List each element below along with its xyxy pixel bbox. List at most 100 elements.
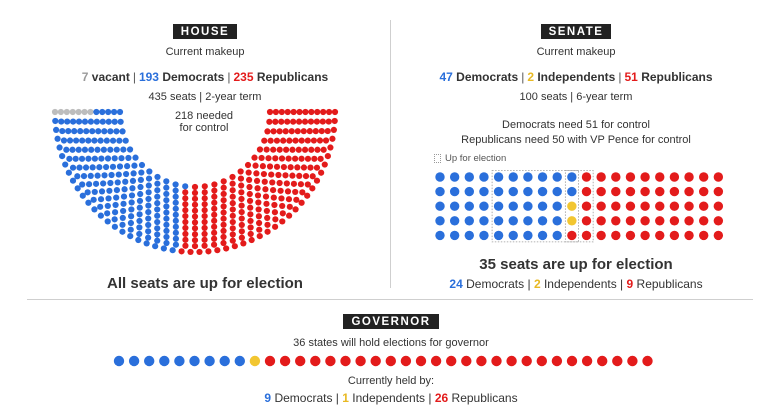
senate-seat-independent <box>567 201 577 211</box>
senate-seat-republican <box>625 230 636 241</box>
house-seat-republican <box>270 187 277 194</box>
house-seat-republican <box>220 239 227 247</box>
house-seat-democrat <box>87 118 94 125</box>
house-seat-democrat <box>97 137 104 144</box>
house-seat-republican <box>246 183 253 191</box>
house-seat-democrat <box>172 217 179 224</box>
house-seat-republican <box>211 181 218 188</box>
senate-seat-democrat <box>479 186 489 197</box>
house-seat-republican <box>220 203 227 210</box>
senate-seat-democrat <box>464 186 474 197</box>
house-seat-republican <box>264 214 271 222</box>
house-seat-republican <box>294 128 301 135</box>
governor-seat-republican <box>566 355 578 367</box>
house-seat-republican <box>302 172 310 180</box>
senate-seat-democrat <box>479 230 489 241</box>
house-seat-democrat <box>89 164 96 171</box>
house-seat-republican <box>229 200 236 207</box>
house-seat-democrat <box>154 193 161 200</box>
governor-seat-democrat <box>204 355 215 367</box>
house-seat-democrat <box>163 184 170 191</box>
senate-seat-republican <box>581 216 592 226</box>
senate-seat-republican <box>625 216 636 226</box>
house-seat-republican <box>280 137 287 144</box>
house-seat-republican <box>211 211 218 218</box>
senate-seat-republican <box>655 172 665 182</box>
house-seat-democrat <box>114 179 121 186</box>
senate-legend-label: Up for election <box>445 153 507 164</box>
senate-up-dem-label: Democrats <box>466 277 525 291</box>
senate-seat-republican <box>655 201 665 211</box>
senate-seat-independent <box>567 216 577 226</box>
senate-seat-republican <box>669 216 680 226</box>
house-seat-republican <box>306 128 313 135</box>
house-seat-democrat <box>154 237 161 244</box>
house-seat-democrat <box>145 175 153 182</box>
house-seat-democrat <box>105 195 112 202</box>
house-seat-democrat <box>163 239 170 247</box>
governor-seat-republican <box>370 355 381 367</box>
house-seat-republican <box>298 199 305 206</box>
house-seat-democrat <box>101 128 108 135</box>
house-seat-republican <box>182 213 189 220</box>
senate-seat-democrat <box>537 201 548 211</box>
house-seat-republican <box>264 128 271 135</box>
house-seat-democrat <box>182 183 189 190</box>
senate-seat-democrat <box>493 172 504 182</box>
senate-seat-republican <box>581 201 592 211</box>
house-seat-vacant <box>81 108 88 116</box>
house-seat-democrat <box>85 155 92 162</box>
house-seat-republican <box>238 195 245 203</box>
governor-seat-democrat <box>113 355 125 367</box>
house-seat-republican <box>313 118 320 125</box>
house-seat-democrat <box>75 118 83 125</box>
house-seat-democrat <box>88 146 95 153</box>
house-seat-republican <box>240 240 247 247</box>
house-seat-republican <box>253 177 261 185</box>
house-seat-democrat <box>109 137 117 144</box>
governor-seat-republican <box>385 355 396 367</box>
house-seat-republican <box>302 108 309 116</box>
house-seat-republican <box>289 172 296 179</box>
house-seat-democrat <box>145 215 152 222</box>
house-seat-republican <box>284 108 291 116</box>
senate-seat-republican <box>640 201 650 211</box>
house-seat-democrat <box>104 155 112 162</box>
house-seat-republican <box>272 108 280 116</box>
house-seat-republican <box>268 171 275 178</box>
senate-control-note: Democrats need 51 for control Republican… <box>420 118 732 148</box>
house-seat-republican <box>283 146 290 153</box>
house-seat-vacant <box>63 108 70 116</box>
house-seat-democrat <box>138 161 146 169</box>
house-seat-republican <box>191 213 199 220</box>
house-seat-democrat <box>116 163 124 170</box>
house-seat-democrat <box>85 181 93 188</box>
house-seat-republican <box>201 189 208 196</box>
house-seat-republican <box>191 219 199 226</box>
senate-seat-republican <box>640 230 650 241</box>
house-seat-democrat <box>122 137 129 144</box>
senate-seat-democrat <box>449 172 460 182</box>
house-seat-republican <box>182 230 189 237</box>
senate-seat-democrat <box>523 216 533 226</box>
house-seat-republican <box>211 223 218 230</box>
senate-seat-republican <box>713 172 724 182</box>
house-seat-democrat <box>136 217 143 225</box>
house-seat-democrat <box>65 169 72 176</box>
house-rep-label: Republicans <box>256 70 329 84</box>
house-seat-democrat <box>101 172 108 179</box>
house-seat-democrat <box>152 243 159 250</box>
house-seat-republican <box>295 146 302 153</box>
house-seat-democrat <box>163 190 170 198</box>
house-seat-republican <box>262 193 270 200</box>
house-seats-info: 435 seats | 2-year term <box>148 91 262 103</box>
senate-seat-democrat <box>479 201 489 211</box>
house-vacant-count: 7 <box>81 70 89 84</box>
house-seat-republican <box>247 224 254 231</box>
house-seat-democrat <box>53 126 60 133</box>
governor-seat-republican <box>264 355 276 367</box>
house-seat-republican <box>211 217 218 224</box>
house-seat-republican <box>229 218 236 226</box>
house-seat-republican <box>300 128 307 135</box>
